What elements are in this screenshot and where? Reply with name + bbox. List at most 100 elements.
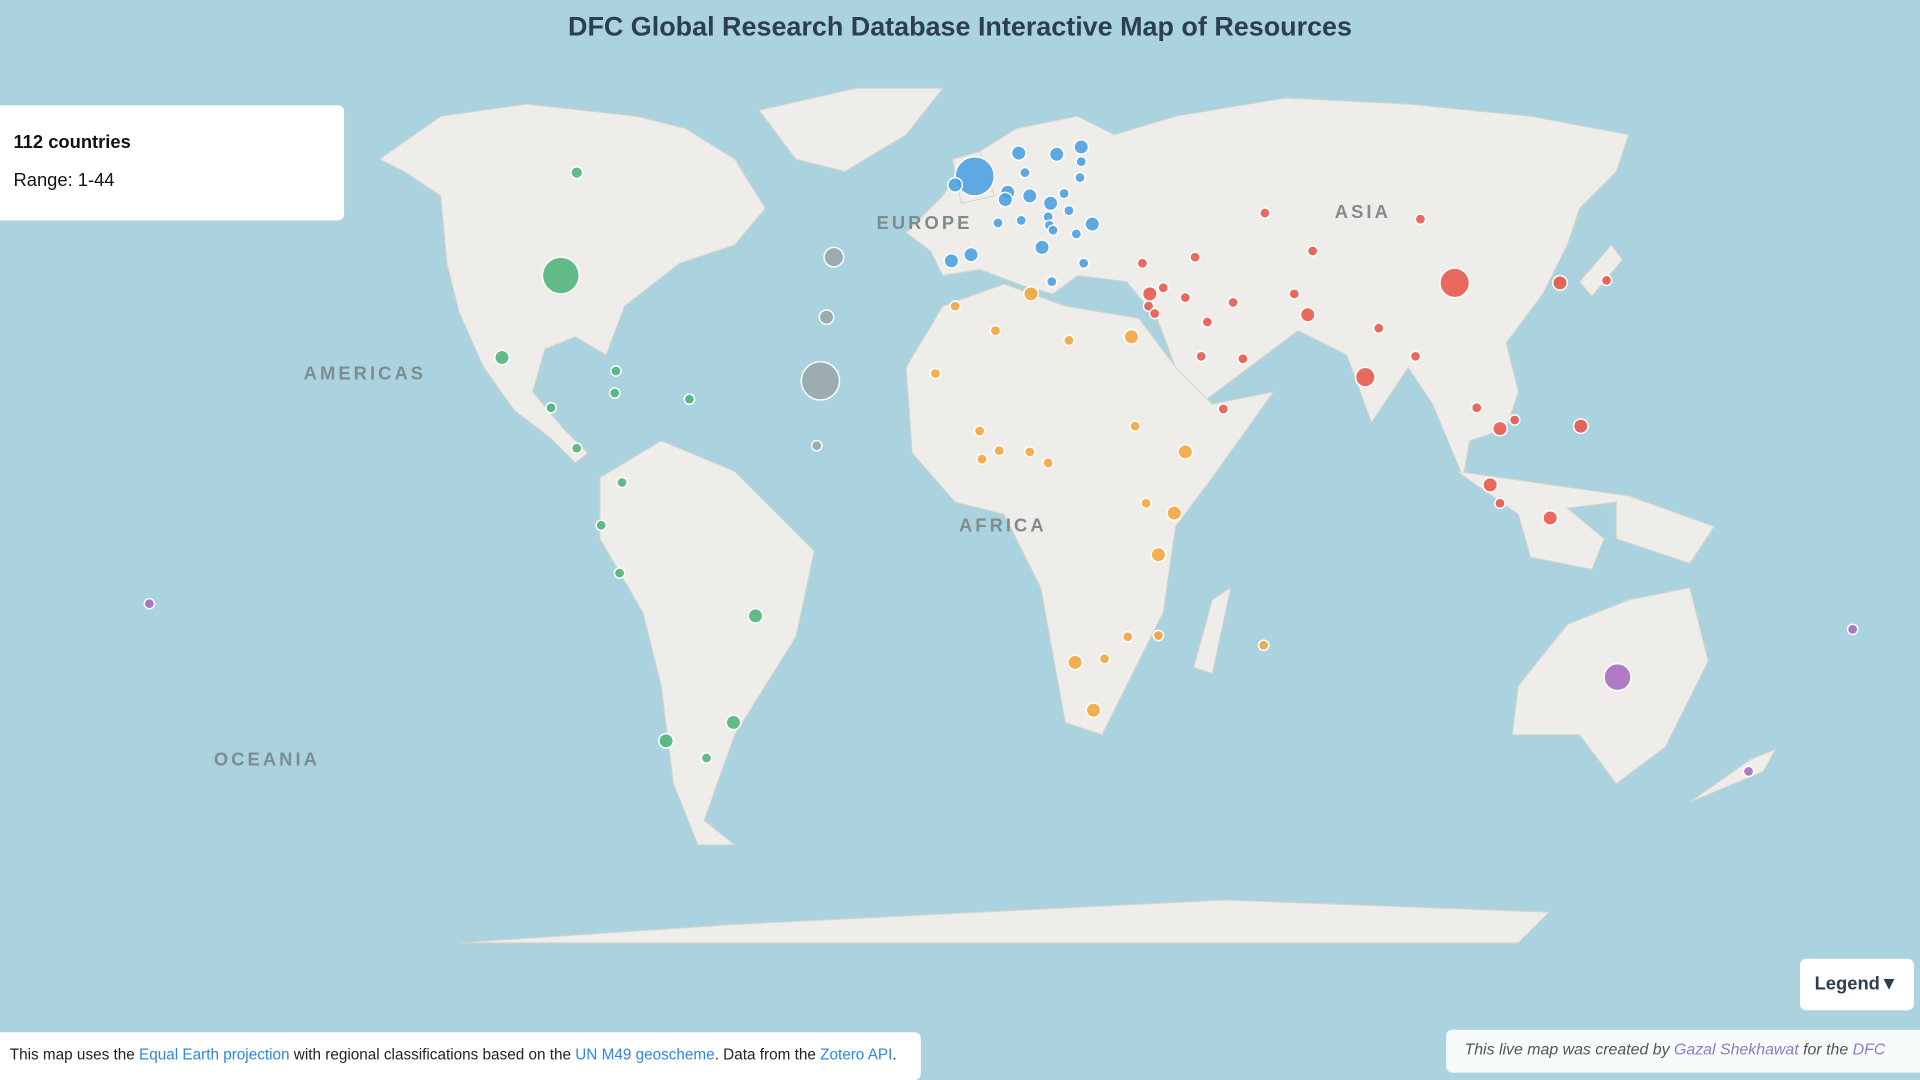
country-bubble[interactable] [1288, 288, 1301, 300]
country-bubble[interactable] [1077, 257, 1090, 270]
country-bubble[interactable] [1023, 445, 1036, 458]
country-bubble[interactable] [973, 425, 986, 437]
country-bubble[interactable] [1354, 366, 1376, 388]
country-bubble[interactable] [570, 166, 584, 180]
country-bubble[interactable] [1075, 155, 1088, 168]
country-bubble[interactable] [1150, 546, 1167, 563]
country-bubble[interactable] [1439, 267, 1471, 299]
country-bubble[interactable] [610, 365, 622, 377]
country-bubble[interactable] [570, 442, 583, 455]
country-bubble[interactable] [1217, 403, 1230, 415]
link[interactable]: Gazal Shekhawat [1674, 1042, 1799, 1059]
country-bubble[interactable] [1492, 420, 1508, 437]
country-bubble[interactable] [1148, 307, 1161, 320]
country-bubble[interactable] [992, 217, 1004, 229]
country-bubble[interactable] [1189, 251, 1201, 263]
link[interactable]: UN M49 geoscheme [575, 1047, 714, 1064]
country-bubble[interactable] [545, 401, 557, 414]
country-bubble[interactable] [810, 439, 823, 452]
country-bubble[interactable] [613, 567, 626, 579]
link[interactable]: DFC [1853, 1042, 1886, 1059]
country-bubble[interactable] [1015, 214, 1028, 227]
country-bubble[interactable] [1846, 623, 1859, 636]
country-bubble[interactable] [1042, 457, 1055, 469]
country-bubble[interactable] [541, 256, 580, 295]
country-bubble[interactable] [1552, 274, 1568, 291]
country-bubble[interactable] [1299, 306, 1316, 323]
country-bubble[interactable] [1019, 166, 1031, 179]
country-bubble[interactable] [1074, 171, 1086, 184]
country-bubble[interactable] [143, 597, 156, 610]
country-bubble[interactable] [989, 324, 1002, 337]
country-bubble[interactable] [747, 607, 764, 624]
country-bubble[interactable] [1508, 414, 1521, 426]
country-bubble[interactable] [1042, 195, 1059, 212]
country-bubble[interactable] [683, 393, 696, 406]
country-bubble[interactable] [1572, 418, 1589, 435]
country-bubble[interactable] [818, 309, 835, 326]
country-bubble[interactable] [929, 367, 942, 380]
country-bubble[interactable] [1494, 497, 1506, 510]
country-bubble[interactable] [1070, 228, 1083, 240]
country-bubble[interactable] [963, 246, 979, 263]
country-bubble[interactable] [1141, 285, 1158, 302]
country-bubble[interactable] [1123, 328, 1140, 345]
country-bubble[interactable] [1414, 213, 1427, 226]
legend-button-box[interactable] [1800, 958, 1914, 1011]
country-bubble[interactable] [1306, 245, 1319, 257]
country-bubble[interactable] [1227, 296, 1239, 309]
country-bubble[interactable] [954, 156, 996, 197]
country-bubble[interactable] [1179, 291, 1192, 304]
country-bubble[interactable] [1010, 145, 1027, 162]
country-bubble[interactable] [1201, 316, 1214, 328]
country-bubble[interactable] [1372, 322, 1385, 335]
country-bubble[interactable] [1073, 138, 1090, 155]
country-bubble[interactable] [800, 360, 841, 401]
country-bubble[interactable] [1067, 654, 1084, 671]
country-bubble[interactable] [949, 300, 961, 312]
legend-button[interactable]: Legend▼ [1815, 972, 1898, 993]
country-bubble[interactable] [1045, 275, 1058, 288]
country-bubble[interactable] [616, 476, 628, 489]
country-bubble[interactable] [1600, 274, 1613, 287]
country-bubble[interactable] [1157, 281, 1170, 294]
country-bubble[interactable] [1121, 630, 1134, 643]
country-bubble[interactable] [1058, 187, 1070, 200]
country-bubble[interactable] [1482, 476, 1499, 493]
country-bubble[interactable] [608, 387, 621, 399]
country-bubble[interactable] [1409, 350, 1422, 363]
country-bubble[interactable] [976, 453, 988, 466]
country-bubble[interactable] [595, 519, 608, 532]
country-bubble[interactable] [700, 752, 713, 764]
country-bubble[interactable] [1742, 765, 1755, 778]
country-bubble[interactable] [997, 191, 1014, 208]
country-bubble[interactable] [1470, 401, 1483, 414]
country-bubble[interactable] [1603, 662, 1632, 692]
link[interactable]: Zotero API [820, 1047, 892, 1064]
country-bubble[interactable] [1542, 509, 1559, 526]
link[interactable]: Equal Earth projection [139, 1047, 290, 1064]
country-bubble[interactable] [1084, 216, 1101, 233]
country-bubble[interactable] [1166, 505, 1183, 522]
country-bubble[interactable] [1048, 146, 1065, 163]
country-bubble[interactable] [1129, 420, 1141, 432]
country-bubble[interactable] [1257, 639, 1270, 652]
country-bubble[interactable] [1152, 629, 1165, 642]
country-bubble[interactable] [943, 252, 960, 269]
country-bubble[interactable] [1063, 204, 1075, 217]
country-bubble[interactable] [1195, 350, 1208, 363]
country-bubble[interactable] [823, 246, 845, 268]
country-bubble[interactable] [1063, 334, 1075, 347]
country-bubble[interactable] [1237, 352, 1249, 365]
country-bubble[interactable] [1136, 257, 1149, 270]
country-bubble[interactable] [993, 444, 1006, 457]
country-bubble[interactable] [1021, 187, 1038, 204]
country-bubble[interactable] [1177, 443, 1194, 460]
country-bubble[interactable] [1140, 497, 1152, 510]
country-bubble[interactable] [1085, 702, 1102, 719]
country-bubble[interactable] [1047, 224, 1059, 237]
country-bubble[interactable] [1023, 285, 1039, 302]
country-bubble[interactable] [494, 349, 511, 366]
country-bubble[interactable] [1142, 300, 1155, 312]
country-bubble[interactable] [947, 176, 964, 193]
